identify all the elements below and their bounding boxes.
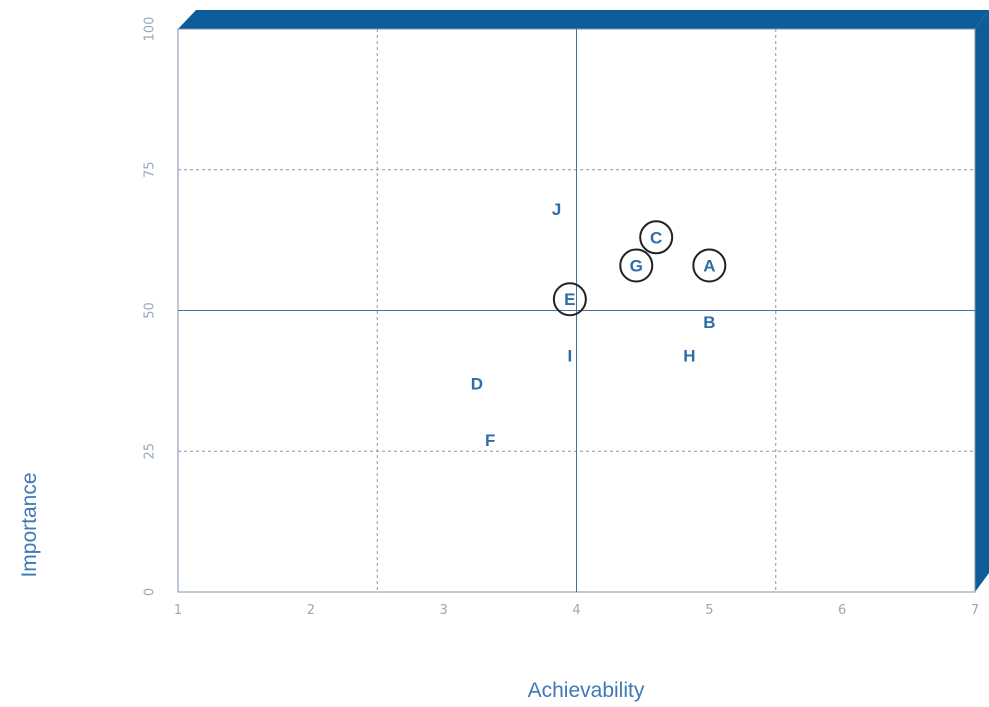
- x-tick-label: 4: [572, 603, 580, 618]
- point-label-e: E: [564, 290, 575, 309]
- point-highlight-circle: [619, 248, 654, 283]
- x-tick-label: 7: [971, 603, 979, 618]
- point-label-h: H: [683, 347, 695, 366]
- y-tick-label: 100: [143, 17, 158, 42]
- point-label-f: F: [485, 431, 495, 450]
- data-points: A B C D E F G H I J: [471, 200, 727, 450]
- x-tick-label: 5: [705, 603, 713, 618]
- point-highlight-circle: [692, 248, 727, 283]
- frame-right-face: [975, 10, 989, 592]
- x-axis-title: Achievability: [528, 679, 645, 702]
- point-label-g: G: [630, 256, 643, 275]
- point-highlight-circle: [552, 282, 587, 317]
- x-tick-label: 6: [838, 603, 846, 618]
- y-tick-label: 50: [143, 302, 158, 319]
- quadrant-lines: [178, 29, 975, 592]
- y-tick-label: 25: [143, 443, 158, 460]
- point-label-d: D: [471, 375, 483, 394]
- tick-labels: 1 2 3 4 5 6 7 0 25 50 75 100: [143, 17, 980, 618]
- point-label-c: C: [650, 228, 662, 247]
- point-highlight-circle: [639, 220, 674, 255]
- y-axis-title: Importance: [18, 472, 41, 577]
- y-tick-label: 75: [143, 161, 158, 178]
- point-label-b: B: [703, 313, 715, 332]
- point-label-a: A: [703, 256, 715, 275]
- x-tick-label: 2: [307, 603, 315, 618]
- point-label-i: I: [567, 347, 572, 366]
- frame-top-face: [178, 10, 989, 29]
- y-tick-label: 0: [143, 588, 158, 596]
- x-tick-label: 1: [174, 603, 182, 618]
- x-tick-label: 3: [440, 603, 448, 618]
- point-label-j: J: [552, 200, 561, 219]
